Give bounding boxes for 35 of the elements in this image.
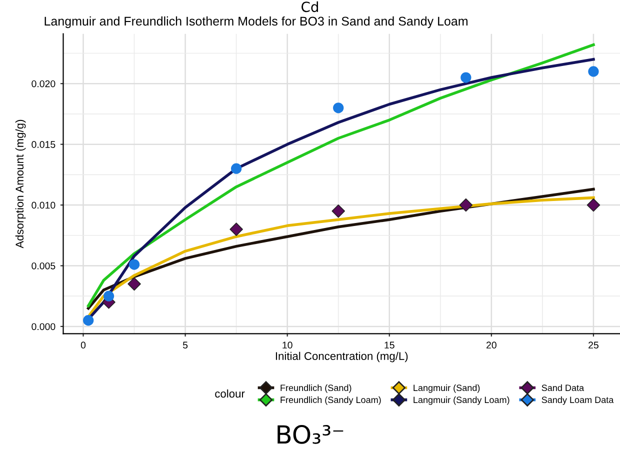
legend-label: Sandy Loam Data	[542, 396, 614, 405]
x-tick-label: 15	[384, 342, 394, 349]
y-tick-label: 0.000	[32, 323, 56, 330]
point	[333, 102, 344, 114]
legend-label: Freundlich (Sand)	[280, 384, 352, 393]
point	[459, 198, 473, 212]
point	[586, 198, 600, 212]
x-tick-label: 0	[80, 342, 86, 349]
point	[588, 66, 599, 77]
legend-title: colour	[215, 389, 245, 398]
x-tick-label: 10	[282, 342, 292, 349]
text: BO₃³⁻	[278, 424, 344, 444]
legend-label: Langmuir (Sandy Loam)	[414, 396, 510, 405]
y-tick-label: 0.010	[32, 202, 56, 209]
point	[128, 277, 141, 291]
text: Cd	[302, 1, 318, 12]
point	[332, 204, 345, 218]
point	[460, 72, 472, 83]
point	[230, 163, 242, 174]
point	[230, 222, 243, 236]
legend-label: Freundlich (Sandy Loam)	[280, 396, 381, 405]
x-tick-label: 20	[486, 342, 496, 349]
x-tick-label: 25	[588, 342, 598, 349]
chart-title: Langmuir and Freundlich Isotherm Models for BO3 in Sand and Sandy Loam	[44, 16, 468, 28]
y-tick-label: 0.005	[32, 262, 56, 270]
legend-label: Sand Data	[542, 384, 584, 392]
point	[83, 315, 94, 326]
y-axis-title: Adsorption Amount (mg/g)	[15, 120, 26, 248]
y-tick-label: 0.020	[32, 80, 56, 88]
y-tick-label: 0.015	[32, 141, 56, 148]
x-axis-title: Initial Concentration (mg/L)	[276, 352, 408, 362]
point	[128, 259, 140, 270]
x-tick-label: 5	[182, 342, 188, 349]
point	[103, 290, 114, 302]
legend-label: Langmuir (Sand)	[414, 384, 480, 393]
